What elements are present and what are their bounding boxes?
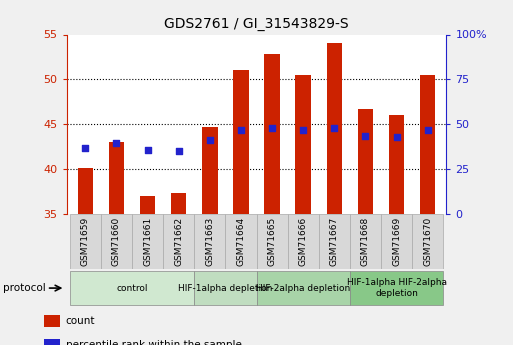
Point	[206, 138, 214, 143]
Bar	[420, 75, 436, 214]
Bar	[77, 168, 93, 214]
Bar	[194, 271, 256, 305]
Text: GDS2761 / GI_31543829-S: GDS2761 / GI_31543829-S	[164, 17, 349, 31]
Point	[299, 128, 307, 133]
Bar	[225, 214, 256, 269]
Text: GSM71665: GSM71665	[268, 217, 277, 266]
Bar	[358, 109, 373, 214]
Bar	[233, 70, 249, 214]
Point	[81, 146, 89, 151]
Text: control: control	[116, 284, 148, 293]
Bar	[256, 214, 288, 269]
Point	[361, 133, 369, 139]
Bar	[44, 315, 60, 327]
Bar	[163, 214, 194, 269]
Bar	[319, 214, 350, 269]
Bar	[264, 54, 280, 214]
Bar	[256, 271, 350, 305]
Point	[268, 125, 276, 130]
Bar	[101, 214, 132, 269]
Text: GSM71667: GSM71667	[330, 217, 339, 266]
Text: GSM71664: GSM71664	[236, 217, 245, 266]
Text: GSM71659: GSM71659	[81, 217, 90, 266]
Bar	[389, 115, 404, 214]
Bar	[350, 214, 381, 269]
Bar	[326, 43, 342, 214]
Text: GSM71668: GSM71668	[361, 217, 370, 266]
Text: GSM71670: GSM71670	[423, 217, 432, 266]
Point	[424, 128, 432, 133]
Bar	[350, 271, 443, 305]
Point	[330, 125, 339, 130]
Text: GSM71666: GSM71666	[299, 217, 308, 266]
Text: GSM71660: GSM71660	[112, 217, 121, 266]
Point	[392, 134, 401, 139]
Bar	[412, 214, 443, 269]
Text: GSM71663: GSM71663	[205, 217, 214, 266]
Text: HIF-1alpha HIF-2alpha
depletion: HIF-1alpha HIF-2alpha depletion	[346, 278, 446, 298]
Point	[144, 147, 152, 153]
Text: HIF-1alpha depletion: HIF-1alpha depletion	[178, 284, 272, 293]
Bar	[109, 142, 124, 214]
Bar	[140, 196, 155, 214]
Bar	[288, 214, 319, 269]
Bar	[132, 214, 163, 269]
Text: GSM71661: GSM71661	[143, 217, 152, 266]
Text: count: count	[66, 316, 95, 326]
Text: GSM71662: GSM71662	[174, 217, 183, 266]
Text: percentile rank within the sample: percentile rank within the sample	[66, 341, 242, 345]
Text: GSM71669: GSM71669	[392, 217, 401, 266]
Bar	[194, 214, 225, 269]
Bar	[44, 339, 60, 345]
Point	[112, 140, 121, 146]
Point	[174, 148, 183, 154]
Text: HIF-2alpha depletion: HIF-2alpha depletion	[256, 284, 350, 293]
Bar	[295, 75, 311, 214]
Bar	[202, 127, 218, 214]
Bar	[381, 214, 412, 269]
Bar	[70, 271, 194, 305]
Text: protocol: protocol	[3, 283, 46, 293]
Bar	[171, 193, 187, 214]
Bar	[70, 214, 101, 269]
Point	[237, 128, 245, 133]
